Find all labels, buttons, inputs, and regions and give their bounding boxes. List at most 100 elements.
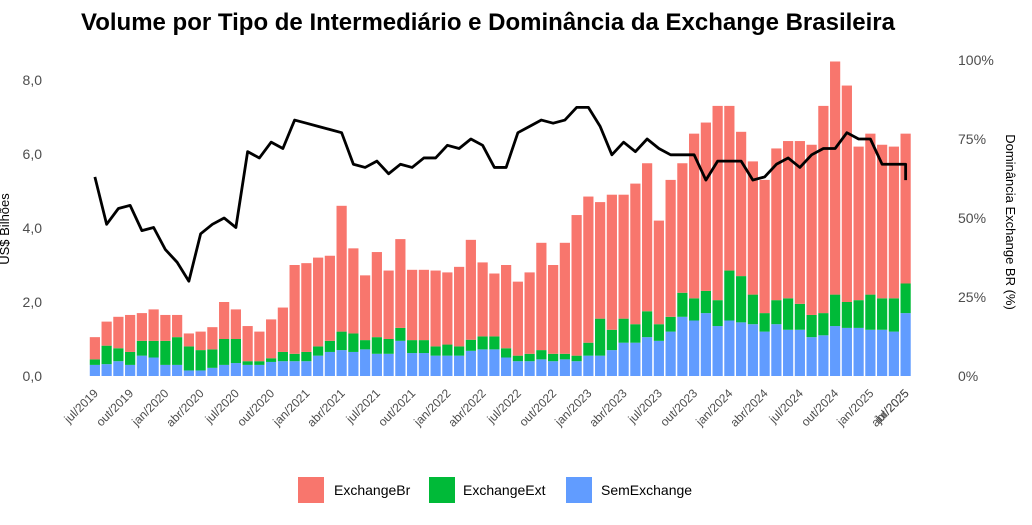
bar-exchangeext xyxy=(677,292,688,317)
bar-exchangebr xyxy=(630,183,641,325)
bar-exchangeext xyxy=(783,298,794,330)
x-tick-label: abr/2024 xyxy=(727,386,771,430)
bar-exchangeext xyxy=(618,318,629,343)
bar-exchangebr xyxy=(348,248,359,334)
bar-exchangeext xyxy=(642,311,653,338)
bar-semexchange xyxy=(160,364,171,376)
bar-semexchange xyxy=(747,324,758,376)
legend: ExchangeBr ExchangeExt SemExchange xyxy=(298,477,692,503)
bar-exchangebr xyxy=(724,105,735,271)
bar-exchangeext xyxy=(512,355,523,362)
legend-label-semexchange: SemExchange xyxy=(601,482,692,498)
bar-exchangebr xyxy=(395,239,406,328)
bar-exchangebr xyxy=(677,163,688,293)
bar-exchangebr xyxy=(289,265,300,354)
y-axis-right: 0% 25% 50% 75% 100% xyxy=(958,52,994,384)
bar-exchangebr xyxy=(136,313,147,341)
bar-exchangebr xyxy=(89,337,100,360)
bar-exchangeext xyxy=(395,327,406,341)
bar-semexchange xyxy=(430,355,441,376)
bar-exchangeext xyxy=(524,353,535,362)
bar-semexchange xyxy=(230,363,241,376)
bar-exchangebr xyxy=(806,144,817,315)
bar-exchangebr xyxy=(242,326,253,362)
bar-exchangebr xyxy=(771,148,782,301)
x-tick-label: abr/2023 xyxy=(586,386,630,430)
bar-semexchange xyxy=(630,342,641,376)
bar-exchangebr xyxy=(783,141,794,299)
bar-semexchange xyxy=(418,353,429,376)
legend-label-exchangebr: ExchangeBr xyxy=(334,482,411,498)
x-tick-label: out/2020 xyxy=(234,386,277,429)
x-tick-label: abr/2021 xyxy=(304,386,348,430)
bar-semexchange xyxy=(583,355,594,376)
bar-exchangebr xyxy=(736,131,747,277)
bar-semexchange xyxy=(277,361,288,376)
bar-semexchange xyxy=(841,327,852,376)
bar-exchangeext xyxy=(336,331,347,351)
bar-exchangeext xyxy=(689,298,700,321)
y2-tick-label: 75% xyxy=(958,131,986,147)
bar-semexchange xyxy=(266,361,277,376)
bar-semexchange xyxy=(818,335,829,376)
bar-exchangebr xyxy=(277,307,288,352)
bar-semexchange xyxy=(172,364,183,376)
dominance-line-group xyxy=(93,106,908,283)
bar-exchangebr xyxy=(712,105,723,301)
bar-semexchange xyxy=(524,361,535,376)
legend-label-exchangeext: ExchangeExt xyxy=(463,482,546,498)
bar-exchangebr xyxy=(324,255,335,341)
bar-exchangebr xyxy=(160,314,171,341)
bar-exchangebr xyxy=(465,239,476,340)
bar-semexchange xyxy=(865,329,876,376)
bar-exchangeext xyxy=(465,339,476,351)
y-axis-left: 0,0 2,0 4,0 6,0 8,0 xyxy=(23,72,43,384)
bar-exchangeext xyxy=(430,346,441,356)
bar-exchangeext xyxy=(160,340,171,365)
bar-exchangebr xyxy=(618,194,629,319)
bar-semexchange xyxy=(512,361,523,376)
bar-semexchange xyxy=(689,320,700,376)
bar-exchangeext xyxy=(101,345,112,365)
bar-exchangeext xyxy=(759,313,770,332)
bar-exchangebr xyxy=(595,202,606,319)
bar-exchangebr xyxy=(266,319,277,359)
bar-exchangeext xyxy=(501,348,512,358)
bar-semexchange xyxy=(89,364,100,376)
legend-swatch-semexchange xyxy=(566,477,592,503)
bar-exchangeext xyxy=(371,337,382,354)
x-axis: jul/2019out/2019jan/2020abr/2020jul/2020… xyxy=(61,386,912,430)
y-axis-label: US$ Bilhões xyxy=(0,193,12,265)
chart-title: Volume por Tipo de Intermediário e Domin… xyxy=(81,9,896,36)
bar-semexchange xyxy=(877,329,888,376)
bar-exchangebr xyxy=(524,272,535,354)
bar-exchangebr xyxy=(383,270,394,339)
bar-exchangebr xyxy=(900,133,911,284)
bar-semexchange xyxy=(477,349,488,376)
bar-exchangeext xyxy=(125,351,136,365)
bar-exchangeext xyxy=(489,336,500,350)
y2-axis-label: Dominância Exchange BR (%) xyxy=(1003,134,1018,310)
bar-exchangebr xyxy=(501,265,512,349)
bar-exchangeext xyxy=(794,303,805,330)
bar-exchangeext xyxy=(736,276,747,323)
bar-exchangebr xyxy=(759,179,770,314)
bar-exchangeext xyxy=(301,351,312,362)
x-tick-label: out/2019 xyxy=(93,386,136,429)
bar-exchangebr xyxy=(700,122,711,291)
bar-exchangeext xyxy=(230,339,241,364)
bar-exchangeext xyxy=(454,346,465,356)
bar-exchangeext xyxy=(219,339,230,365)
bar-exchangeext xyxy=(900,283,911,314)
bar-exchangebr xyxy=(336,205,347,332)
y-tick-label: 6,0 xyxy=(23,146,43,162)
bar-exchangebr xyxy=(689,133,700,299)
y-tick-label: 0,0 xyxy=(23,368,43,384)
bar-semexchange xyxy=(324,351,335,376)
bar-exchangeext xyxy=(266,358,277,362)
bar-semexchange xyxy=(548,361,559,376)
bar-exchangebr xyxy=(230,309,241,339)
bar-semexchange xyxy=(900,313,911,376)
bar-exchangeext xyxy=(841,302,852,328)
